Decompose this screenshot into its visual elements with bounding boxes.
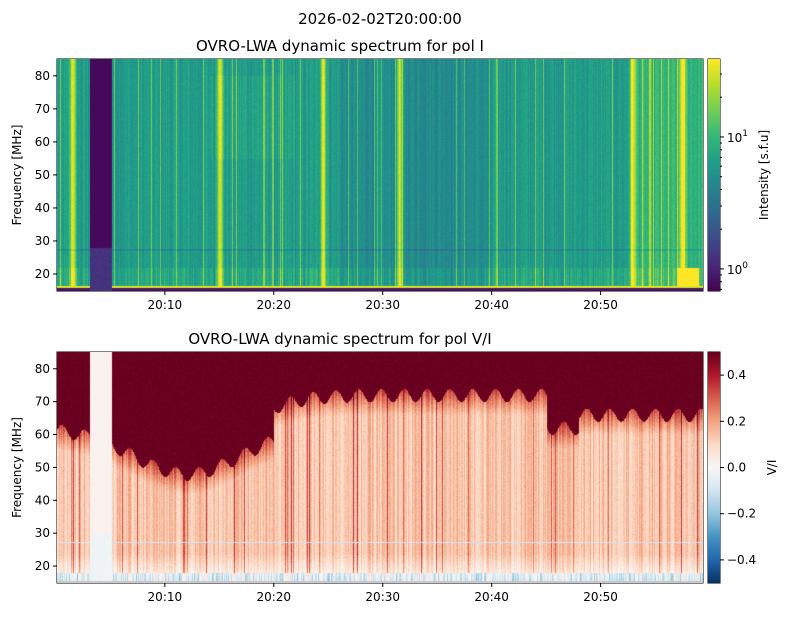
x-tick-label: 20:20 (256, 590, 291, 604)
colorbar-tick-label: 101 (727, 129, 748, 145)
colorbar-tick-label: −0.2 (727, 507, 756, 521)
colorbar-tick-label: 0.4 (727, 368, 746, 382)
x-tick-label: 20:10 (148, 298, 183, 312)
vi-heatmap (57, 352, 703, 583)
tick-exponent: 0 (742, 261, 748, 271)
tick-base: 10 (727, 131, 742, 145)
colorbar-label: Intensity [s.f.u] (757, 130, 771, 220)
colorbar-tick-label: 100 (727, 261, 748, 277)
y-tick-label: 40 (35, 201, 50, 215)
y-tick-label: 80 (35, 69, 50, 83)
y-tick-label: 30 (35, 234, 50, 248)
x-tick-label: 20:40 (474, 298, 509, 312)
y-tick-label: 30 (35, 526, 50, 540)
x-tick-label: 20:20 (256, 298, 291, 312)
y-tick-label: 70 (35, 395, 50, 409)
y-tick-label: 80 (35, 362, 50, 376)
y-tick-label: 20 (35, 559, 50, 573)
y-tick-label: 70 (35, 102, 50, 116)
y-tick-label: 60 (35, 428, 50, 442)
colorbar-tick-label: 0.0 (727, 461, 746, 475)
figure-suptitle: 2026-02-02T20:00:00 (298, 10, 462, 28)
tick-exponent: 1 (742, 129, 748, 139)
colorbar-tick-label: −0.4 (727, 553, 756, 567)
colorbar-gradient (708, 352, 720, 583)
y-tick-label: 60 (35, 135, 50, 149)
x-tick-label: 20:30 (365, 590, 400, 604)
y-tick-label: 50 (35, 460, 50, 474)
panel-title: OVRO-LWA dynamic spectrum for pol V/I (188, 330, 491, 348)
y-tick-label: 20 (35, 267, 50, 281)
y-axis-label: Frequency [MHz] (10, 125, 24, 226)
intensity-heatmap (57, 59, 703, 291)
x-tick-label: 20:10 (148, 590, 183, 604)
x-tick-label: 20:50 (583, 298, 618, 312)
x-tick-label: 20:30 (365, 298, 400, 312)
x-tick-label: 20:50 (583, 590, 618, 604)
tick-base: 10 (727, 263, 742, 277)
y-tick-label: 50 (35, 168, 50, 182)
colorbar-tick-label: 0.2 (727, 414, 746, 428)
y-tick-label: 40 (35, 493, 50, 507)
panel-title: OVRO-LWA dynamic spectrum for pol I (196, 37, 484, 55)
y-axis-label: Frequency [MHz] (10, 417, 24, 518)
colorbar-gradient (708, 59, 720, 291)
x-tick-label: 20:40 (474, 590, 509, 604)
colorbar-label: V/I (765, 460, 779, 476)
